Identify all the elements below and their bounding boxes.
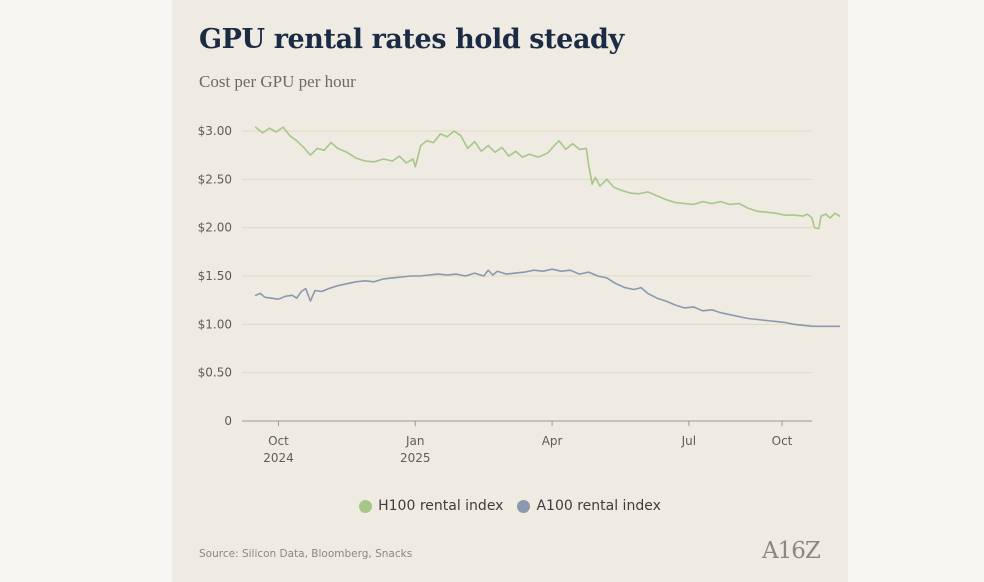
legend-swatch-a100 — [517, 499, 531, 513]
y-tick-label: 0 — [224, 414, 232, 428]
x-tick-year-label: 2024 — [263, 451, 294, 465]
legend-label-h100: H100 rental index — [378, 498, 504, 514]
x-tick-label: Oct — [268, 434, 289, 448]
legend-item-h100[interactable]: H100 rental index — [359, 498, 503, 514]
a16z-logo: A16Z — [762, 538, 821, 564]
x-axis-tick-labels: Oct 2024 Jan 2025 Apr Jul Oct — [263, 421, 793, 465]
page-right-margin — [848, 0, 984, 582]
y-tick-label: $2.00 — [198, 221, 232, 235]
legend-item-a100[interactable]: A100 rental index — [517, 498, 661, 514]
line-chart: 0 $0.50 $1.00 $1.50 $2.00 $2.50 $3.00 Oct 2024 J… — [198, 124, 841, 465]
series-line-a100 — [254, 268, 841, 328]
y-tick-label: $0.50 — [198, 366, 232, 380]
y-axis-tick-labels: 0 $0.50 $1.00 $1.50 $2.00 $2.50 $3.00 — [198, 124, 232, 428]
chart-subtitle: Cost per GPU per hour — [199, 72, 356, 91]
y-tick-label: $2.50 — [198, 172, 232, 186]
x-tick-label: Jan — [405, 434, 425, 448]
chart-legend: H100 rental index A100 rental index — [172, 498, 848, 514]
x-tick-label: Jul — [681, 434, 696, 448]
y-tick-label: $1.00 — [198, 317, 232, 331]
y-tick-label: $3.00 — [198, 124, 232, 138]
chart-title: GPU rental rates hold steady — [199, 24, 624, 55]
x-tick-year-label: 2025 — [400, 451, 431, 465]
legend-swatch-h100 — [359, 499, 373, 513]
legend-label-a100: A100 rental index — [536, 498, 661, 514]
x-tick-label: Oct — [772, 434, 793, 448]
y-tick-label: $1.50 — [198, 269, 232, 283]
source-note: Source: Silicon Data, Bloomberg, Snacks — [199, 548, 413, 560]
data-series — [254, 126, 841, 328]
x-tick-label: Apr — [542, 434, 563, 448]
series-line-h100 — [254, 126, 841, 230]
chart-card: GPU rental rates hold steady Cost per GP… — [172, 0, 848, 582]
grid-lines — [242, 130, 812, 422]
page-left-margin — [0, 0, 172, 582]
